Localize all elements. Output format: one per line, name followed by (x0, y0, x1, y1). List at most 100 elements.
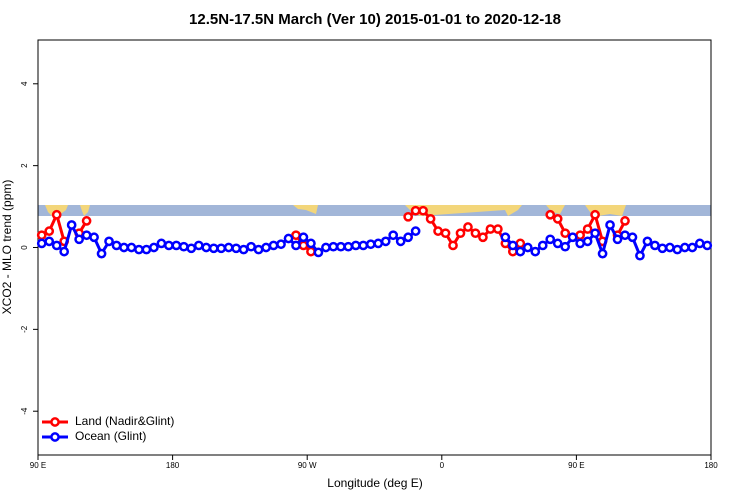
point (567, 232, 578, 243)
point (478, 232, 488, 243)
y-tick-label: 2 (20, 163, 29, 168)
point (455, 228, 466, 239)
point (119, 242, 129, 253)
point (679, 242, 690, 253)
point (231, 243, 242, 254)
point (530, 246, 541, 257)
point (433, 226, 443, 236)
y-tick-label: 4 (20, 81, 29, 86)
point (672, 244, 683, 255)
point (59, 246, 70, 257)
point (582, 236, 593, 247)
point (620, 230, 630, 241)
point (96, 248, 107, 259)
point (358, 240, 369, 251)
point (328, 241, 339, 252)
point (134, 244, 144, 255)
y-axis-label: XCO2 - MLO trend (ppm) (0, 180, 14, 315)
y-tick-label: -2 (20, 325, 29, 333)
point (365, 239, 376, 250)
point (291, 230, 301, 241)
point (642, 236, 653, 247)
point (261, 242, 271, 253)
point (268, 240, 279, 251)
point (657, 243, 668, 254)
point (418, 205, 428, 216)
point (193, 240, 204, 251)
point (111, 240, 122, 251)
point (620, 216, 630, 226)
point (373, 238, 384, 249)
y-tick-label: 0 (20, 245, 29, 250)
point (425, 214, 436, 224)
point (522, 242, 533, 253)
x-tick-label: 0 (440, 461, 445, 470)
x-axis-label: Longitude (deg E) (327, 476, 422, 490)
point (575, 230, 585, 241)
point (410, 205, 421, 216)
point (141, 244, 152, 255)
point (149, 242, 159, 253)
point (51, 240, 62, 251)
point (507, 240, 518, 251)
point (171, 240, 182, 251)
point (560, 241, 571, 252)
point (246, 241, 256, 252)
point (156, 238, 167, 249)
chart-title: 12.5N-17.5N March (Ver 10) 2015-01-01 to… (189, 11, 561, 28)
series (36, 220, 713, 261)
point (66, 220, 77, 230)
point (500, 232, 511, 243)
point (515, 246, 526, 257)
point (306, 246, 316, 257)
point (343, 241, 354, 252)
point (440, 228, 451, 239)
point (321, 242, 331, 253)
point (388, 230, 399, 241)
y-tick-label: -4 (20, 407, 29, 415)
point (306, 238, 316, 249)
point (545, 209, 556, 220)
point (515, 238, 526, 249)
legend-marker (50, 432, 60, 442)
point (575, 238, 585, 249)
point (665, 242, 675, 253)
legend-label: Ocean (Glint) (75, 429, 146, 443)
point (605, 220, 615, 230)
point (208, 243, 219, 254)
point (313, 247, 324, 258)
point (448, 240, 458, 251)
point (485, 224, 496, 234)
point (687, 242, 698, 253)
point (545, 234, 556, 245)
point (298, 240, 309, 251)
x-tick-label: 90 E (568, 461, 584, 470)
point (582, 224, 593, 234)
x-tick-label: 180 (704, 461, 718, 470)
point (291, 240, 301, 251)
point (283, 233, 294, 244)
legend-marker (50, 417, 60, 427)
point (380, 236, 391, 247)
point (552, 238, 563, 249)
x-tick-label: 180 (166, 461, 180, 470)
point (44, 236, 55, 247)
point (395, 236, 406, 247)
point (463, 222, 473, 232)
point (164, 240, 174, 251)
point (201, 242, 212, 253)
point (552, 214, 563, 224)
point (560, 228, 571, 239)
point (635, 250, 645, 261)
point (410, 226, 421, 236)
point (253, 244, 264, 255)
point (590, 228, 600, 239)
point (223, 242, 234, 253)
point (51, 209, 62, 220)
point (81, 230, 92, 241)
legend-label: Land (Nadir&Glint) (75, 414, 174, 428)
point (694, 238, 705, 249)
x-tick-label: 90 E (30, 461, 46, 470)
point (627, 232, 638, 243)
